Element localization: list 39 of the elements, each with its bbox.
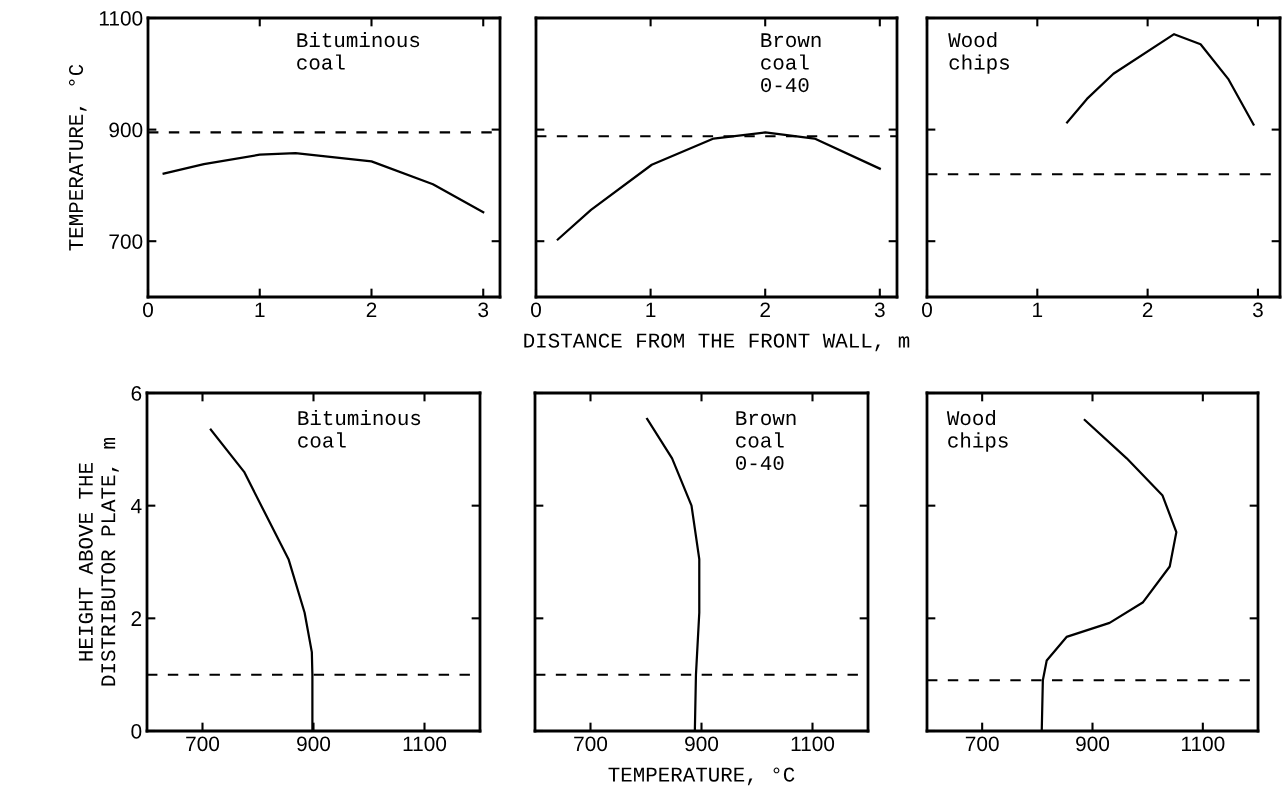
- annotation: Bituminous coal: [298, 409, 421, 448]
- x-tick-label: 3: [874, 302, 885, 318]
- x-tick-label: 900: [1076, 736, 1110, 752]
- y-tick-label: 1100: [99, 11, 143, 26]
- x-tick-label: 900: [685, 736, 719, 752]
- annotation: Brown coal 0-40: [736, 411, 796, 471]
- x-tick-label: 1100: [403, 736, 447, 752]
- y-axis-title: TEMPERATURE, °C: [68, 64, 87, 251]
- x-tick-label: 700: [574, 736, 608, 752]
- y-tick-label: 900: [109, 122, 143, 138]
- x-tick-label: 3: [1252, 302, 1263, 318]
- x-tick-label: 0: [531, 302, 541, 318]
- x-tick-label: 0: [922, 302, 932, 318]
- y-tick-label: 6: [131, 386, 142, 401]
- y-tick-label: 700: [109, 234, 143, 249]
- y-tick-label: 2: [131, 611, 142, 626]
- y-tick-label: 4: [131, 498, 142, 514]
- annotation: Wood chips: [946, 409, 1008, 452]
- x-tick-label: 0: [143, 302, 153, 318]
- annotation: Wood chips: [948, 31, 1009, 74]
- line-series: [162, 151, 485, 214]
- y-tick-label: 0: [131, 724, 142, 739]
- x-tick-label: 2: [760, 302, 770, 317]
- x-tick-label: 1: [646, 302, 656, 317]
- x-tick-label: 1: [1033, 302, 1043, 317]
- x-tick-label: 2: [1142, 302, 1153, 317]
- x-tick-label: 900: [297, 736, 331, 752]
- x-tick-label: 2: [366, 302, 377, 317]
- x-tick-label: 3: [478, 302, 489, 318]
- annotation: Brown coal 0-40: [761, 33, 821, 93]
- x-tick-label: 700: [965, 736, 999, 752]
- x-axis-title: TEMPERATURE, °C: [608, 767, 795, 786]
- annotation: Bituminous coal: [297, 31, 420, 70]
- y-axis-title: HEIGHT ABOVE THE DISTRIBUTOR PLATE, m: [78, 438, 119, 686]
- x-tick-label: 1100: [791, 736, 835, 752]
- x-tick-label: 700: [186, 736, 220, 752]
- x-tick-label: 1100: [1182, 736, 1225, 752]
- x-axis-title: DISTANCE FROM THE FRONT WALL, m: [524, 333, 910, 352]
- x-tick-label: 1: [255, 302, 265, 317]
